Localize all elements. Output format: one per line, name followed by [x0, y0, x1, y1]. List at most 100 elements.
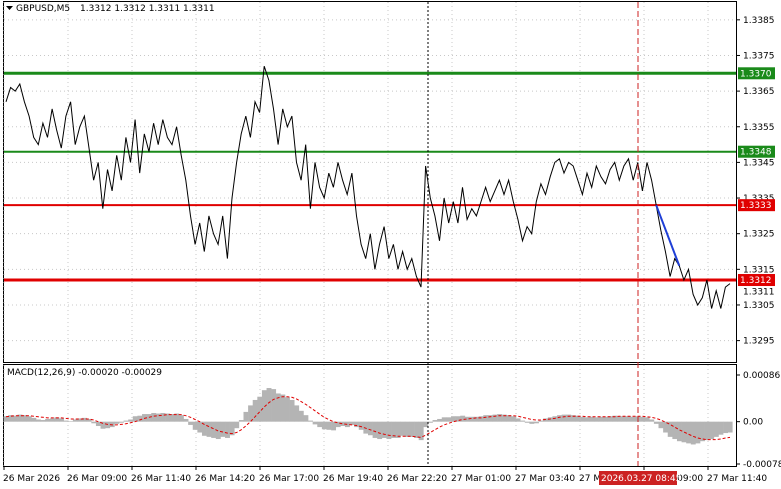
macd-bar: [404, 421, 410, 437]
macd-bar: [552, 416, 558, 422]
macd-bar: [72, 419, 78, 422]
trend-segment: [655, 204, 681, 267]
macd-bar: [690, 421, 696, 445]
level-label: 1.3370: [740, 69, 772, 79]
macd-tick-label: 0.00: [743, 418, 763, 428]
macd-bar: [612, 415, 618, 422]
price-tick-label: 1.3375: [743, 51, 775, 61]
macd-bar: [206, 421, 212, 437]
macd-bar: [35, 419, 41, 422]
macd-bar: [243, 411, 249, 422]
macd-bar: [621, 416, 627, 422]
macd-bar: [441, 417, 447, 422]
macd-bar: [598, 416, 604, 422]
macd-bar: [593, 417, 599, 422]
macd-bar: [160, 412, 166, 422]
macd-bar: [298, 410, 304, 422]
macd-bar: [248, 405, 254, 422]
level-label: 1.3312: [740, 276, 772, 286]
price-tick-label: 1.3315: [743, 265, 775, 275]
current-price-label: 1.3311: [743, 288, 775, 298]
macd-bar: [45, 418, 51, 422]
macd-bar: [487, 415, 493, 422]
cursor-time-tag-bg: [599, 471, 677, 485]
macd-bar: [100, 421, 106, 429]
macd-bar: [386, 421, 392, 440]
macd-bar: [534, 421, 539, 424]
cursor-time-tag: 2026.03.27 08:45: [599, 471, 681, 485]
macd-bar: [266, 388, 272, 422]
macd-bar: [640, 416, 645, 422]
macd-bar: [695, 421, 701, 444]
macd-bar: [109, 421, 115, 428]
price-tick-label: 1.3345: [743, 158, 775, 168]
macd-bar: [681, 421, 687, 443]
macd-bar: [91, 421, 97, 424]
macd-bar: [201, 421, 207, 436]
price-tick-label: 1.3295: [743, 337, 775, 347]
macd-bar: [727, 421, 733, 433]
macd-bar: [543, 418, 549, 422]
time-tick-label: 26 Mar 17:00: [259, 474, 319, 484]
macd-bar: [238, 420, 244, 422]
macd-bar: [700, 421, 705, 442]
macd-bar: [86, 418, 92, 422]
dropdown-triangle-icon[interactable]: [6, 6, 13, 10]
macd-bar: [225, 421, 230, 438]
macd-bar: [146, 414, 152, 422]
macd-bar: [713, 421, 719, 437]
macd-bar: [220, 421, 226, 437]
macd-bar: [617, 416, 622, 422]
macd-bar: [538, 420, 544, 422]
macd-bar: [183, 418, 189, 422]
macd-bar: [580, 416, 586, 422]
macd-bar: [151, 412, 157, 422]
macd-bar: [561, 414, 567, 422]
macd-bar: [321, 421, 327, 430]
macd-bar: [303, 415, 309, 422]
macd-bar: [418, 421, 424, 441]
macd-bar: [178, 415, 184, 422]
macd-bar: [423, 421, 429, 428]
time-tick-label: 26 Mar 09:00: [67, 474, 127, 484]
macd-bar: [31, 417, 37, 422]
time-tick-label: 26 Mar 19:40: [323, 474, 383, 484]
macd-bar: [234, 421, 240, 429]
price-tick-label: 1.3365: [743, 87, 775, 97]
macd-bar: [123, 420, 129, 422]
macd-bar: [59, 418, 64, 422]
price-tick-label: 1.3385: [743, 16, 775, 26]
time-tick-label: 27 Mar 03:40: [515, 474, 575, 484]
macd-bar: [372, 421, 378, 438]
macd-tick-label: -0.00078: [743, 460, 781, 470]
macd-bar: [446, 417, 452, 422]
price-grid: [3, 2, 736, 362]
macd-bar: [284, 397, 290, 422]
macd-bar: [501, 414, 507, 422]
macd-bar: [12, 415, 18, 422]
macd-bar: [658, 421, 664, 429]
macd-bar: [497, 414, 503, 422]
macd-bar: [663, 421, 669, 433]
macd-bar: [63, 420, 69, 422]
macd-bar: [368, 421, 373, 436]
macd-bar: [114, 421, 120, 424]
macd-bar: [8, 415, 14, 422]
price-levels: [4, 71, 736, 282]
macd-bar: [469, 416, 475, 422]
macd-bar: [252, 399, 258, 422]
time-tick-label: 27 Mar 11:40: [707, 474, 767, 484]
level-label: 1.3348: [740, 148, 772, 158]
macd-bar: [377, 421, 383, 440]
macd-bar: [289, 399, 295, 422]
symbol-label: GBPUSD,M5: [16, 4, 70, 14]
price-axis[interactable]: 1.33851.33751.33651.33551.33451.33351.33…: [736, 16, 775, 347]
macd-bar: [704, 421, 710, 441]
macd-bar: [630, 416, 636, 422]
macd-bar: [547, 417, 553, 422]
macd-bar: [644, 417, 650, 422]
macd-bar: [344, 421, 350, 428]
macd-grid: [3, 365, 709, 466]
macd-bar: [400, 421, 406, 436]
